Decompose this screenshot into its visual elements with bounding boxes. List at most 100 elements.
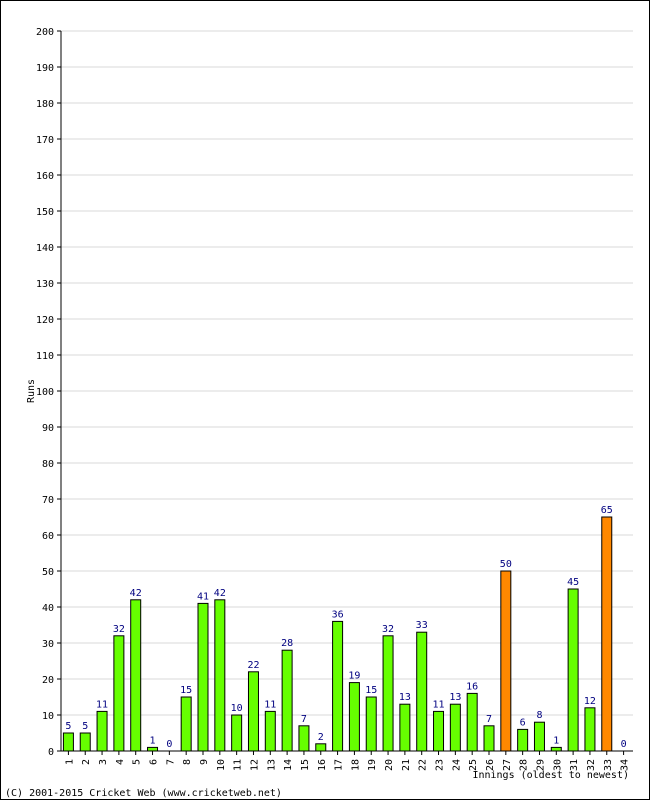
value-label: 36 <box>332 609 344 620</box>
x-tick-label: 9 <box>199 759 210 765</box>
value-label: 11 <box>264 699 276 710</box>
value-label: 6 <box>520 717 526 728</box>
y-tick-label: 110 <box>36 351 54 362</box>
y-tick-label: 170 <box>36 135 54 146</box>
value-label: 15 <box>180 685 192 696</box>
y-tick-label: 60 <box>42 531 54 542</box>
value-label: 13 <box>399 692 411 703</box>
y-tick-label: 190 <box>36 63 54 74</box>
x-tick-label: 6 <box>149 759 160 765</box>
bar <box>231 714 243 752</box>
gridlines <box>61 30 633 716</box>
y-tick-label: 180 <box>36 99 54 110</box>
x-tick-label: 15 <box>300 759 311 771</box>
bar <box>113 635 125 752</box>
bar <box>96 710 108 752</box>
bar <box>365 696 377 752</box>
y-tick-label: 150 <box>36 207 54 218</box>
y-axis-ticks: 0 10 20 30 40 50 60 70 80 90 100 110 120 130 140 150 160… <box>36 27 61 758</box>
x-tick-label: 22 <box>418 759 429 771</box>
value-label: 16 <box>466 681 478 692</box>
value-label: 11 <box>433 699 445 710</box>
value-label: 41 <box>197 591 209 602</box>
value-label: 7 <box>486 714 492 725</box>
value-label: 65 <box>601 505 613 516</box>
x-axis-title: Innings (oldest to newest) <box>472 770 629 781</box>
bar <box>197 602 209 752</box>
y-tick-label: 90 <box>42 423 54 434</box>
value-label: 7 <box>301 714 307 725</box>
bar <box>315 743 327 752</box>
x-tick-label: 4 <box>115 759 126 765</box>
y-tick-label: 100 <box>36 387 54 398</box>
value-label: 28 <box>281 638 293 649</box>
value-label: 42 <box>130 588 142 599</box>
x-tick-label: 14 <box>283 759 294 771</box>
value-label: 13 <box>449 692 461 703</box>
bar <box>517 728 529 752</box>
value-label: 5 <box>82 721 88 732</box>
value-label: 19 <box>348 671 360 682</box>
x-tick-label: 31 <box>569 759 580 771</box>
y-tick-label: 50 <box>42 567 54 578</box>
value-label: 1 <box>150 735 156 746</box>
bar <box>550 746 562 752</box>
x-tick-label: 5 <box>132 759 143 765</box>
x-tick-label: 12 <box>249 759 260 771</box>
x-tick-label: 30 <box>552 759 563 771</box>
bar <box>247 671 259 752</box>
bar <box>264 710 276 752</box>
bar <box>348 682 360 752</box>
x-tick-label: 29 <box>535 759 546 771</box>
value-label: 8 <box>536 710 542 721</box>
x-tick-label: 3 <box>98 759 109 765</box>
x-tick-label: 26 <box>485 759 496 771</box>
x-tick-label: 11 <box>233 759 244 771</box>
y-tick-label: 10 <box>42 711 54 722</box>
y-axis-title: Runs <box>26 379 37 403</box>
bar <box>130 599 142 752</box>
bar <box>399 703 411 752</box>
bar <box>466 692 478 752</box>
bar <box>533 721 545 752</box>
x-tick-label: 1 <box>64 759 75 765</box>
value-label: 2 <box>318 732 324 743</box>
value-label: 22 <box>247 660 259 671</box>
value-label: 5 <box>65 721 71 732</box>
y-tick-label: 120 <box>36 315 54 326</box>
x-tick-label: 24 <box>451 759 462 771</box>
x-tick-label: 7 <box>165 759 176 765</box>
value-label: 11 <box>96 699 108 710</box>
x-tick-label: 8 <box>182 759 193 765</box>
value-label: 32 <box>382 624 394 635</box>
value-label: 45 <box>567 577 579 588</box>
bar <box>449 703 461 752</box>
x-tick-label: 17 <box>334 759 345 771</box>
value-label: 10 <box>231 703 243 714</box>
x-tick-label: 27 <box>502 759 513 771</box>
bar <box>298 725 310 752</box>
x-tick-label: 21 <box>401 759 412 771</box>
x-tick-label: 33 <box>603 759 614 771</box>
bar <box>601 516 613 752</box>
value-label: 1 <box>553 735 559 746</box>
y-tick-label: 0 <box>48 747 54 758</box>
x-tick-label: 2 <box>81 759 92 765</box>
y-tick-label: 80 <box>42 459 54 470</box>
x-tick-label: 16 <box>317 759 328 771</box>
y-tick-label: 130 <box>36 279 54 290</box>
y-tick-label: 160 <box>36 171 54 182</box>
bar <box>214 599 226 752</box>
x-tick-label: 10 <box>216 759 227 771</box>
x-tick-label: 34 <box>620 759 631 771</box>
x-tick-label: 23 <box>435 759 446 771</box>
y-tick-label: 140 <box>36 243 54 254</box>
bars <box>62 516 613 752</box>
bar <box>79 732 91 752</box>
value-label: 12 <box>584 696 596 707</box>
bar <box>567 588 579 752</box>
bar <box>483 725 495 752</box>
value-label: 0 <box>621 739 627 750</box>
